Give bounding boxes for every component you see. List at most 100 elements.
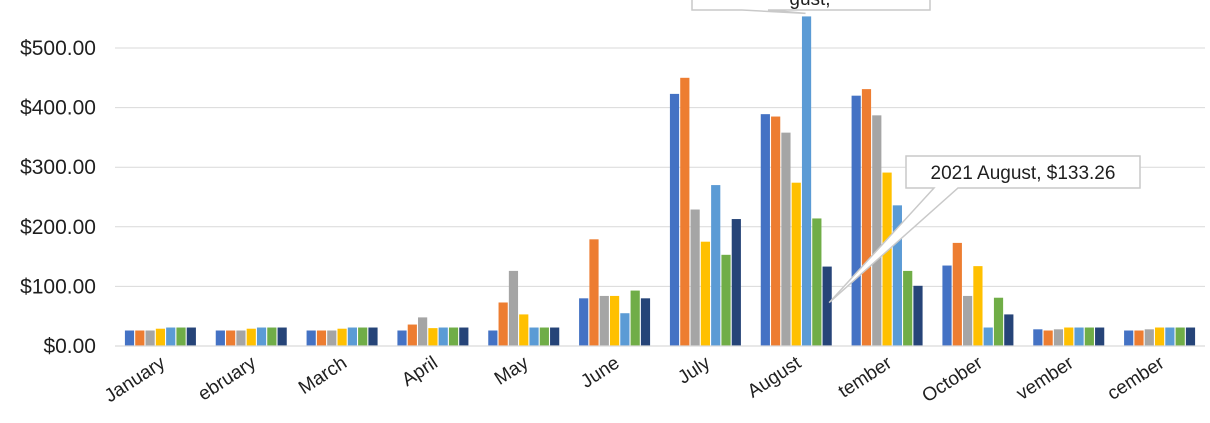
bar [337,328,347,346]
bar [186,327,196,346]
bar [700,241,711,346]
bar [316,330,327,346]
bar [135,330,145,346]
bar [155,328,166,346]
bar [226,330,236,346]
bar [690,209,700,346]
bar [498,302,508,346]
bar [1175,327,1185,346]
x-tick-label: ebruary [195,352,261,405]
bar [306,330,316,346]
x-tick-label: August [744,352,806,402]
bar [620,313,630,346]
bar [609,295,620,346]
bar [903,270,913,346]
callout-box [691,0,931,15]
bar [892,205,902,346]
x-tick-label: January [101,352,170,407]
x-tick-label: July [674,352,714,388]
bar [812,218,822,346]
bar [428,328,438,346]
bar [407,324,417,346]
bar [176,327,186,346]
bar [963,295,973,346]
bar [539,327,549,346]
bar [448,327,459,346]
x-tick-label: tember [835,352,897,402]
bar [1144,329,1154,346]
x-tick-label: October [919,352,988,407]
y-tick-label: $100.00 [20,275,96,298]
bar [882,172,892,346]
bar [277,327,287,346]
bar [488,330,498,346]
bar [1053,329,1064,346]
x-tick-label: April [398,353,441,391]
bar [942,265,952,346]
bar [267,327,277,346]
bar [711,185,721,346]
bar [801,16,812,347]
bar [236,330,246,346]
bar [983,327,993,346]
bar [166,327,176,346]
bar [368,327,378,346]
bar [791,182,801,346]
y-tick-label: $500.00 [20,37,96,60]
bar [913,285,923,346]
bar [1095,327,1105,346]
bar [1165,327,1175,346]
bar [721,254,731,346]
x-tick-label: cember [1104,352,1169,404]
bar [952,242,962,346]
x-tick-label: vember [1013,352,1078,404]
bar [418,317,428,346]
y-tick-label: $200.00 [20,216,96,239]
bar [1064,327,1074,346]
bar [519,314,529,346]
callout-label: 2021 August, $133.26 [931,163,1116,184]
bar [550,327,560,346]
bar [771,116,781,346]
bar [347,327,357,346]
bar [529,327,539,346]
bar [669,93,680,346]
y-tick-label: $400.00 [20,97,96,120]
bar [246,328,256,346]
x-tick-label: May [491,352,533,389]
bar [851,95,861,347]
callout-label: gust, [789,0,830,10]
bar [781,132,791,346]
bar [438,327,448,346]
bar [1185,327,1196,346]
bar [1154,327,1165,346]
bar [579,298,589,346]
bar [680,77,690,347]
bar [327,330,337,346]
bar [1033,329,1043,346]
bar [872,115,882,347]
bar [640,298,651,346]
bar [1134,330,1144,346]
bar [861,89,872,347]
bar [215,330,225,346]
bar [630,290,640,346]
bar [508,270,519,346]
bar [124,330,135,346]
bar [145,330,155,346]
x-tick-label: June [577,353,623,393]
bar [459,327,469,346]
bar [1043,330,1053,346]
bar [1074,327,1084,346]
x-tick-label: March [295,353,351,399]
bar [256,327,267,346]
bar [760,114,770,346]
bar [358,327,368,346]
bar [973,266,983,346]
y-tick-label: $300.00 [20,156,96,179]
bar [1084,327,1094,346]
bar [599,295,609,346]
bar [822,266,832,346]
bar [397,330,407,346]
